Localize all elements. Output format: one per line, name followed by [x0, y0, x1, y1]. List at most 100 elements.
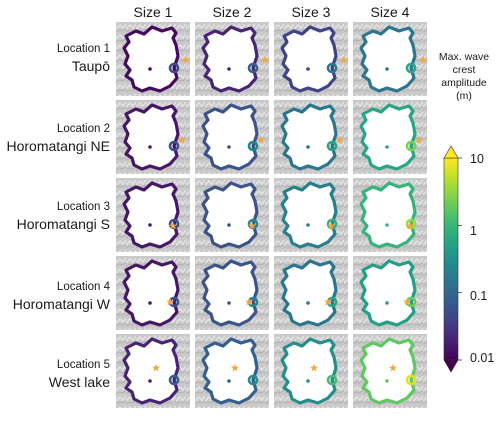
source-star-icon	[245, 297, 253, 306]
shoreline-peak-segment	[247, 140, 259, 152]
map-panel-loc4-size1	[116, 256, 190, 330]
colorbar-tick-0.1: 0.1	[470, 289, 488, 303]
lake-shoreline	[122, 337, 180, 405]
source-star-icon	[340, 55, 348, 64]
location-number: Location 4	[56, 281, 110, 293]
colorbar-extend-max	[443, 145, 459, 159]
island-marker	[148, 145, 152, 149]
island-marker	[306, 67, 310, 71]
island-marker	[227, 223, 231, 227]
lake-shoreline	[359, 25, 417, 93]
island-marker	[227, 67, 231, 71]
location-number: Location 2	[56, 123, 110, 135]
map-panel-loc5-size4	[353, 334, 427, 408]
shoreline-peak-segment	[405, 62, 417, 74]
row-label-location-5: Location 5 West lake	[0, 358, 110, 391]
column-header-size-4: Size 4	[370, 4, 410, 20]
lake-shoreline	[122, 25, 180, 93]
shoreline-peak-segment	[405, 374, 417, 386]
island-marker	[385, 379, 389, 383]
map-panel-loc3-size1	[116, 178, 190, 252]
island-marker	[227, 379, 231, 383]
source-star-icon	[231, 363, 239, 372]
lake-shoreline	[359, 181, 417, 249]
lake-shoreline	[201, 25, 259, 93]
source-star-icon	[389, 363, 397, 372]
source-star-icon	[257, 135, 265, 144]
map-panel-loc3-size4	[353, 178, 427, 252]
colorbar-title-line: (m)	[456, 90, 472, 102]
lake-shoreline	[359, 259, 417, 327]
map-panel-loc1-size1	[116, 22, 190, 96]
colorbar-title: Max. wave crest amplitude (m)	[428, 51, 500, 103]
source-star-icon	[327, 221, 335, 230]
location-number: Location 3	[56, 201, 110, 213]
location-number: Location 5	[56, 359, 110, 371]
map-panel-loc5-size3	[274, 334, 348, 408]
map-panel-loc2-size4	[353, 100, 427, 174]
colorbar-gradient	[443, 157, 459, 361]
shoreline-peak-segment	[247, 62, 259, 74]
lake-shoreline	[122, 103, 180, 171]
island-marker	[227, 301, 231, 305]
source-star-icon	[166, 297, 174, 306]
lake-shoreline	[201, 181, 259, 249]
island-marker	[385, 223, 389, 227]
source-star-icon	[169, 221, 177, 230]
location-name: West lake	[48, 374, 110, 390]
lake-shoreline	[122, 259, 180, 327]
column-header-size-2: Size 2	[212, 4, 252, 20]
map-panel-loc2-size1	[116, 100, 190, 174]
island-marker	[227, 145, 231, 149]
island-marker	[148, 301, 152, 305]
lake-shoreline	[359, 337, 417, 405]
map-panel-loc1-size3	[274, 22, 348, 96]
source-star-icon	[336, 135, 344, 144]
map-panel-loc4-size4	[353, 256, 427, 330]
lake-shoreline	[280, 181, 338, 249]
island-marker	[306, 379, 310, 383]
map-panel-loc5-size2	[195, 334, 269, 408]
map-panel-loc1-size4	[353, 22, 427, 96]
colorbar-title-line: crest	[452, 64, 476, 76]
colorbar-title-line: amplitude	[441, 77, 487, 89]
island-marker	[306, 301, 310, 305]
lake-shoreline	[280, 25, 338, 93]
source-star-icon	[324, 297, 332, 306]
island-marker	[148, 379, 152, 383]
location-name: Taupō	[71, 58, 110, 74]
source-star-icon	[248, 221, 256, 230]
colorbar-title-line: Max. wave	[438, 51, 490, 63]
map-panel-loc2-size3	[274, 100, 348, 174]
row-label-location-3: Location 3 Horomatangi S	[0, 200, 110, 233]
colorbar-extend-min	[443, 359, 459, 373]
location-name: Horomatangi W	[12, 296, 110, 312]
island-marker	[385, 67, 389, 71]
map-panel-loc3-size3	[274, 178, 348, 252]
source-star-icon	[415, 135, 423, 144]
source-star-icon	[261, 55, 269, 64]
island-marker	[148, 223, 152, 227]
island-marker	[385, 301, 389, 305]
source-star-icon	[178, 135, 186, 144]
column-header-size-1: Size 1	[133, 4, 173, 20]
colorbar-tick-10: 10	[470, 152, 484, 166]
island-marker	[148, 67, 152, 71]
map-panel-loc1-size2	[195, 22, 269, 96]
location-number: Location 1	[56, 43, 110, 55]
shoreline-peak-segment	[326, 374, 338, 386]
map-panel-loc4-size3	[274, 256, 348, 330]
shoreline-peak-segment	[168, 374, 180, 386]
row-label-location-1: Location 1 Taupō	[0, 42, 110, 75]
shoreline-peak-segment	[168, 62, 180, 74]
map-panel-loc5-size1	[116, 334, 190, 408]
island-marker	[306, 145, 310, 149]
map-panel-loc3-size2	[195, 178, 269, 252]
lake-shoreline	[280, 103, 338, 171]
column-header-size-3: Size 3	[291, 4, 331, 20]
source-star-icon	[403, 297, 411, 306]
source-star-icon	[406, 221, 414, 230]
colorbar-tick-1: 1	[470, 224, 477, 238]
